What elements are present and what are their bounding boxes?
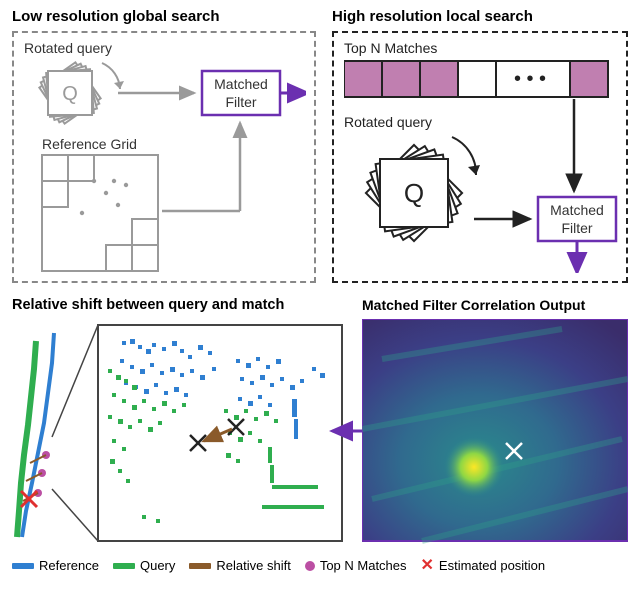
bottom-row: Relative shift between query and match [12, 297, 628, 550]
legend: Reference Query Relative shift Top N Mat… [12, 558, 628, 573]
rotated-query-stack-2: Q [366, 145, 462, 241]
swatch-shift [189, 563, 211, 569]
panel-title-shift: Relative shift between query and match [12, 297, 346, 313]
matched-filter-box: Matched Filter [202, 71, 280, 115]
rotated-query-stack: Q [39, 62, 100, 123]
correlation-svg [362, 319, 628, 545]
topn-dots: • • • [514, 68, 546, 90]
panel-global-search: Low resolution global search Rotated que… [12, 8, 316, 283]
rotated-query-label: Rotated query [24, 41, 112, 56]
rotated-query-label-2: Rotated query [344, 114, 432, 130]
panel-correlation: Matched Filter Correlation Output [362, 297, 628, 550]
q-label-2: Q [404, 178, 424, 208]
track-group [17, 333, 54, 537]
rotation-arrow-head [114, 81, 124, 89]
panel-title-corr: Matched Filter Correlation Output [362, 297, 628, 313]
panel-local-search: High resolution local search Top N Match… [332, 8, 628, 283]
legend-shift-label: Relative shift [216, 558, 290, 573]
legend-topn: Top N Matches [305, 558, 407, 573]
heatmap-bg [362, 319, 628, 541]
legend-reference: Reference [12, 558, 99, 573]
topn-strip: • • • [344, 61, 608, 97]
legend-shift: Relative shift [189, 558, 290, 573]
legend-estimated-label: Estimated position [439, 558, 545, 573]
shift-svg [12, 319, 346, 545]
callout-line [52, 489, 98, 541]
reference-grid [42, 155, 158, 271]
legend-query-label: Query [140, 558, 175, 573]
swatch-topn [305, 561, 315, 571]
heatmap-hotspot [444, 437, 504, 497]
reference-grid-label: Reference Grid [42, 136, 137, 152]
legend-reference-label: Reference [39, 558, 99, 573]
panel-title-local: High resolution local search [332, 8, 628, 25]
panel-title-global: Low resolution global search [12, 8, 316, 25]
swatch-x-icon: ✕ [421, 561, 434, 571]
local-search-svg: Top N Matches • • • Rotated query [344, 41, 618, 273]
legend-topn-label: Top N Matches [320, 558, 407, 573]
q-label: Q [62, 83, 78, 105]
mf-label-2: Filter [225, 94, 256, 110]
global-search-box: Rotated query Q [12, 31, 316, 283]
local-search-box: Top N Matches • • • Rotated query [332, 31, 628, 283]
mf-label-1b: Matched [550, 202, 604, 218]
callout-line [52, 325, 98, 437]
matched-filter-box-2: Matched Filter [538, 197, 616, 241]
swatch-reference [12, 563, 34, 569]
global-search-svg: Rotated query Q [24, 41, 306, 273]
page-root: Low resolution global search Rotated que… [0, 0, 640, 583]
mf-label-2b: Filter [561, 220, 592, 236]
swatch-query [113, 563, 135, 569]
panel-relative-shift: Relative shift between query and match [12, 297, 346, 550]
topn-label: Top N Matches [344, 41, 437, 56]
mf-label-1: Matched [214, 76, 268, 92]
legend-query: Query [113, 558, 175, 573]
arrow-corr-to-shift [328, 421, 368, 441]
rotation-arrow-head-2 [468, 165, 480, 175]
legend-estimated: ✕ Estimated position [421, 558, 546, 573]
top-row: Low resolution global search Rotated que… [12, 8, 628, 283]
zoom-box [98, 325, 342, 541]
